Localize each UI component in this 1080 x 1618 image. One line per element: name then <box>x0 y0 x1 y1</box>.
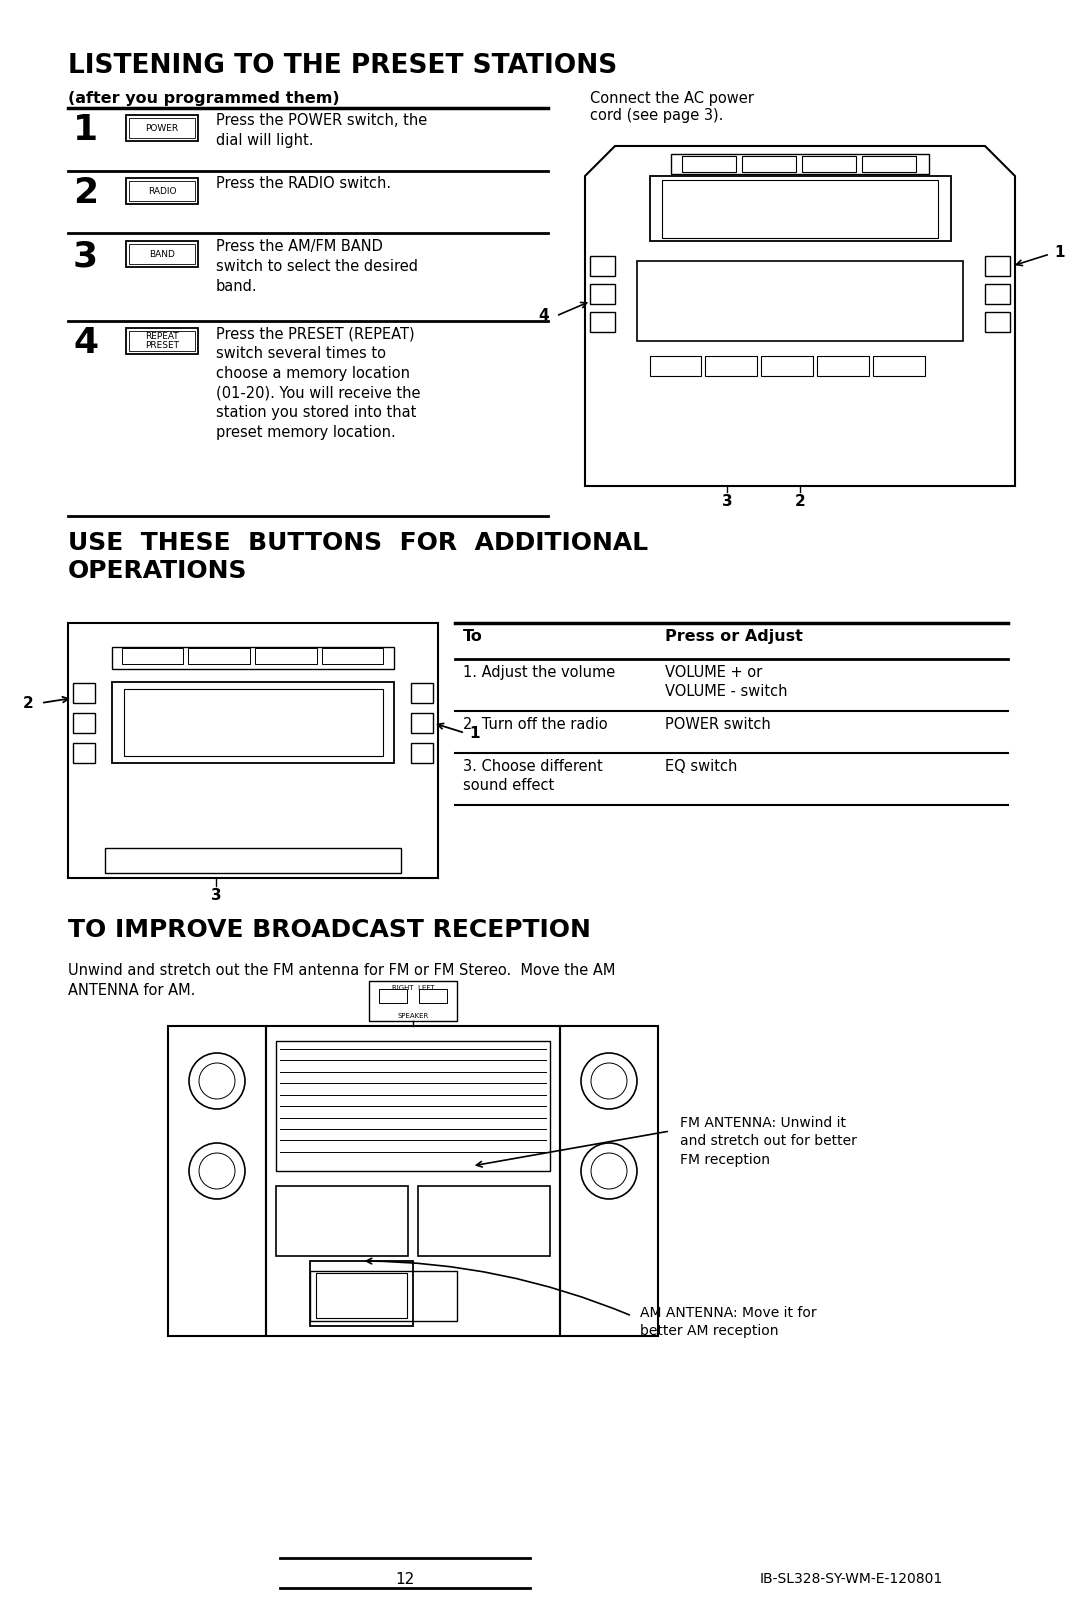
Bar <box>985 312 1010 332</box>
Text: 3. Choose different
sound effect: 3. Choose different sound effect <box>463 759 603 793</box>
Text: (after you programmed them): (after you programmed them) <box>68 91 339 107</box>
Bar <box>129 118 195 138</box>
Bar <box>255 647 316 663</box>
Text: Press or Adjust: Press or Adjust <box>665 629 802 644</box>
Bar <box>649 356 701 375</box>
Bar <box>985 285 1010 304</box>
Text: REPEAT
PRESET: REPEAT PRESET <box>145 332 179 351</box>
Bar <box>112 647 393 668</box>
Text: Press the POWER switch, the
dial will light.: Press the POWER switch, the dial will li… <box>216 113 428 147</box>
Text: Press the RADIO switch.: Press the RADIO switch. <box>216 176 391 191</box>
Bar <box>112 681 393 764</box>
Bar <box>636 260 963 341</box>
Bar <box>316 1273 407 1319</box>
Text: VOLUME + or
VOLUME - switch: VOLUME + or VOLUME - switch <box>665 665 787 699</box>
Bar <box>310 1272 457 1322</box>
Bar <box>266 1026 561 1336</box>
Bar <box>411 743 433 764</box>
Bar <box>379 989 407 1003</box>
Text: 1: 1 <box>469 725 480 741</box>
Text: 1. Adjust the volume: 1. Adjust the volume <box>463 665 616 680</box>
Text: POWER: POWER <box>146 123 178 133</box>
Bar <box>126 241 198 267</box>
Bar <box>873 356 924 375</box>
Text: 2: 2 <box>795 493 806 510</box>
Bar <box>73 683 95 702</box>
Bar <box>276 1186 408 1256</box>
Text: USE  THESE  BUTTONS  FOR  ADDITIONAL
OPERATIONS: USE THESE BUTTONS FOR ADDITIONAL OPERATI… <box>68 531 648 582</box>
Bar <box>73 743 95 764</box>
Bar <box>985 256 1010 277</box>
Bar <box>129 181 195 201</box>
Bar <box>68 623 438 879</box>
Bar <box>590 285 615 304</box>
Text: BAND: BAND <box>149 249 175 259</box>
Bar <box>310 1260 413 1327</box>
Bar <box>418 1186 550 1256</box>
Text: EQ switch: EQ switch <box>665 759 738 773</box>
Bar <box>129 332 195 351</box>
Text: 2. Turn off the radio: 2. Turn off the radio <box>463 717 608 731</box>
Bar <box>590 256 615 277</box>
Bar <box>649 176 950 241</box>
Bar <box>129 244 195 264</box>
Text: SPEAKER: SPEAKER <box>397 1013 429 1019</box>
Bar <box>705 356 757 375</box>
Bar <box>411 683 433 702</box>
Text: To: To <box>463 629 483 644</box>
Text: 1: 1 <box>1054 244 1065 259</box>
Bar <box>818 356 869 375</box>
Bar <box>322 647 383 663</box>
Bar <box>411 714 433 733</box>
Bar <box>126 328 198 354</box>
Bar <box>105 848 401 874</box>
Text: 1: 1 <box>73 113 98 147</box>
Bar <box>681 155 735 172</box>
Bar <box>419 989 447 1003</box>
Text: 12: 12 <box>395 1573 415 1587</box>
Text: 3: 3 <box>721 493 732 510</box>
Bar <box>126 115 198 141</box>
Bar <box>671 154 929 175</box>
Bar <box>123 689 382 756</box>
Bar <box>590 312 615 332</box>
Text: Press the PRESET (REPEAT)
switch several times to
choose a memory location
(01-2: Press the PRESET (REPEAT) switch several… <box>216 325 420 440</box>
Text: FM ANTENNA: Unwind it
and stretch out for better
FM reception: FM ANTENNA: Unwind it and stretch out fo… <box>680 1116 856 1167</box>
Text: LISTENING TO THE PRESET STATIONS: LISTENING TO THE PRESET STATIONS <box>68 53 618 79</box>
Text: AM ANTENNA: Move it for
better AM reception: AM ANTENNA: Move it for better AM recept… <box>640 1306 816 1338</box>
Bar <box>761 356 813 375</box>
Bar <box>862 155 917 172</box>
Bar <box>168 1026 266 1336</box>
Text: 2: 2 <box>73 176 98 210</box>
Text: IB-SL328-SY-WM-E-120801: IB-SL328-SY-WM-E-120801 <box>760 1573 943 1586</box>
Text: 3: 3 <box>73 239 98 273</box>
Text: 2: 2 <box>23 696 33 710</box>
Text: TO IMPROVE BROADCAST RECEPTION: TO IMPROVE BROADCAST RECEPTION <box>68 917 591 942</box>
Text: Press the AM/FM BAND
switch to select the desired
band.: Press the AM/FM BAND switch to select th… <box>216 239 418 293</box>
Bar <box>188 647 249 663</box>
Bar <box>122 647 184 663</box>
Text: RIGHT  LEFT: RIGHT LEFT <box>392 985 434 990</box>
Text: RADIO: RADIO <box>148 186 176 196</box>
Text: 4: 4 <box>538 307 549 322</box>
Text: 4: 4 <box>73 325 98 359</box>
Bar <box>73 714 95 733</box>
Text: Unwind and stretch out the FM antenna for FM or FM Stereo.  Move the AM
ANTENNA : Unwind and stretch out the FM antenna fo… <box>68 963 616 998</box>
Text: Connect the AC power
cord (see page 3).: Connect the AC power cord (see page 3). <box>590 91 754 123</box>
Bar <box>742 155 796 172</box>
Text: POWER switch: POWER switch <box>665 717 771 731</box>
Bar <box>802 155 856 172</box>
Bar <box>276 1040 550 1171</box>
Bar <box>561 1026 658 1336</box>
Text: 3: 3 <box>211 888 221 903</box>
Bar <box>126 178 198 204</box>
Bar <box>369 981 457 1021</box>
Bar <box>662 180 937 238</box>
